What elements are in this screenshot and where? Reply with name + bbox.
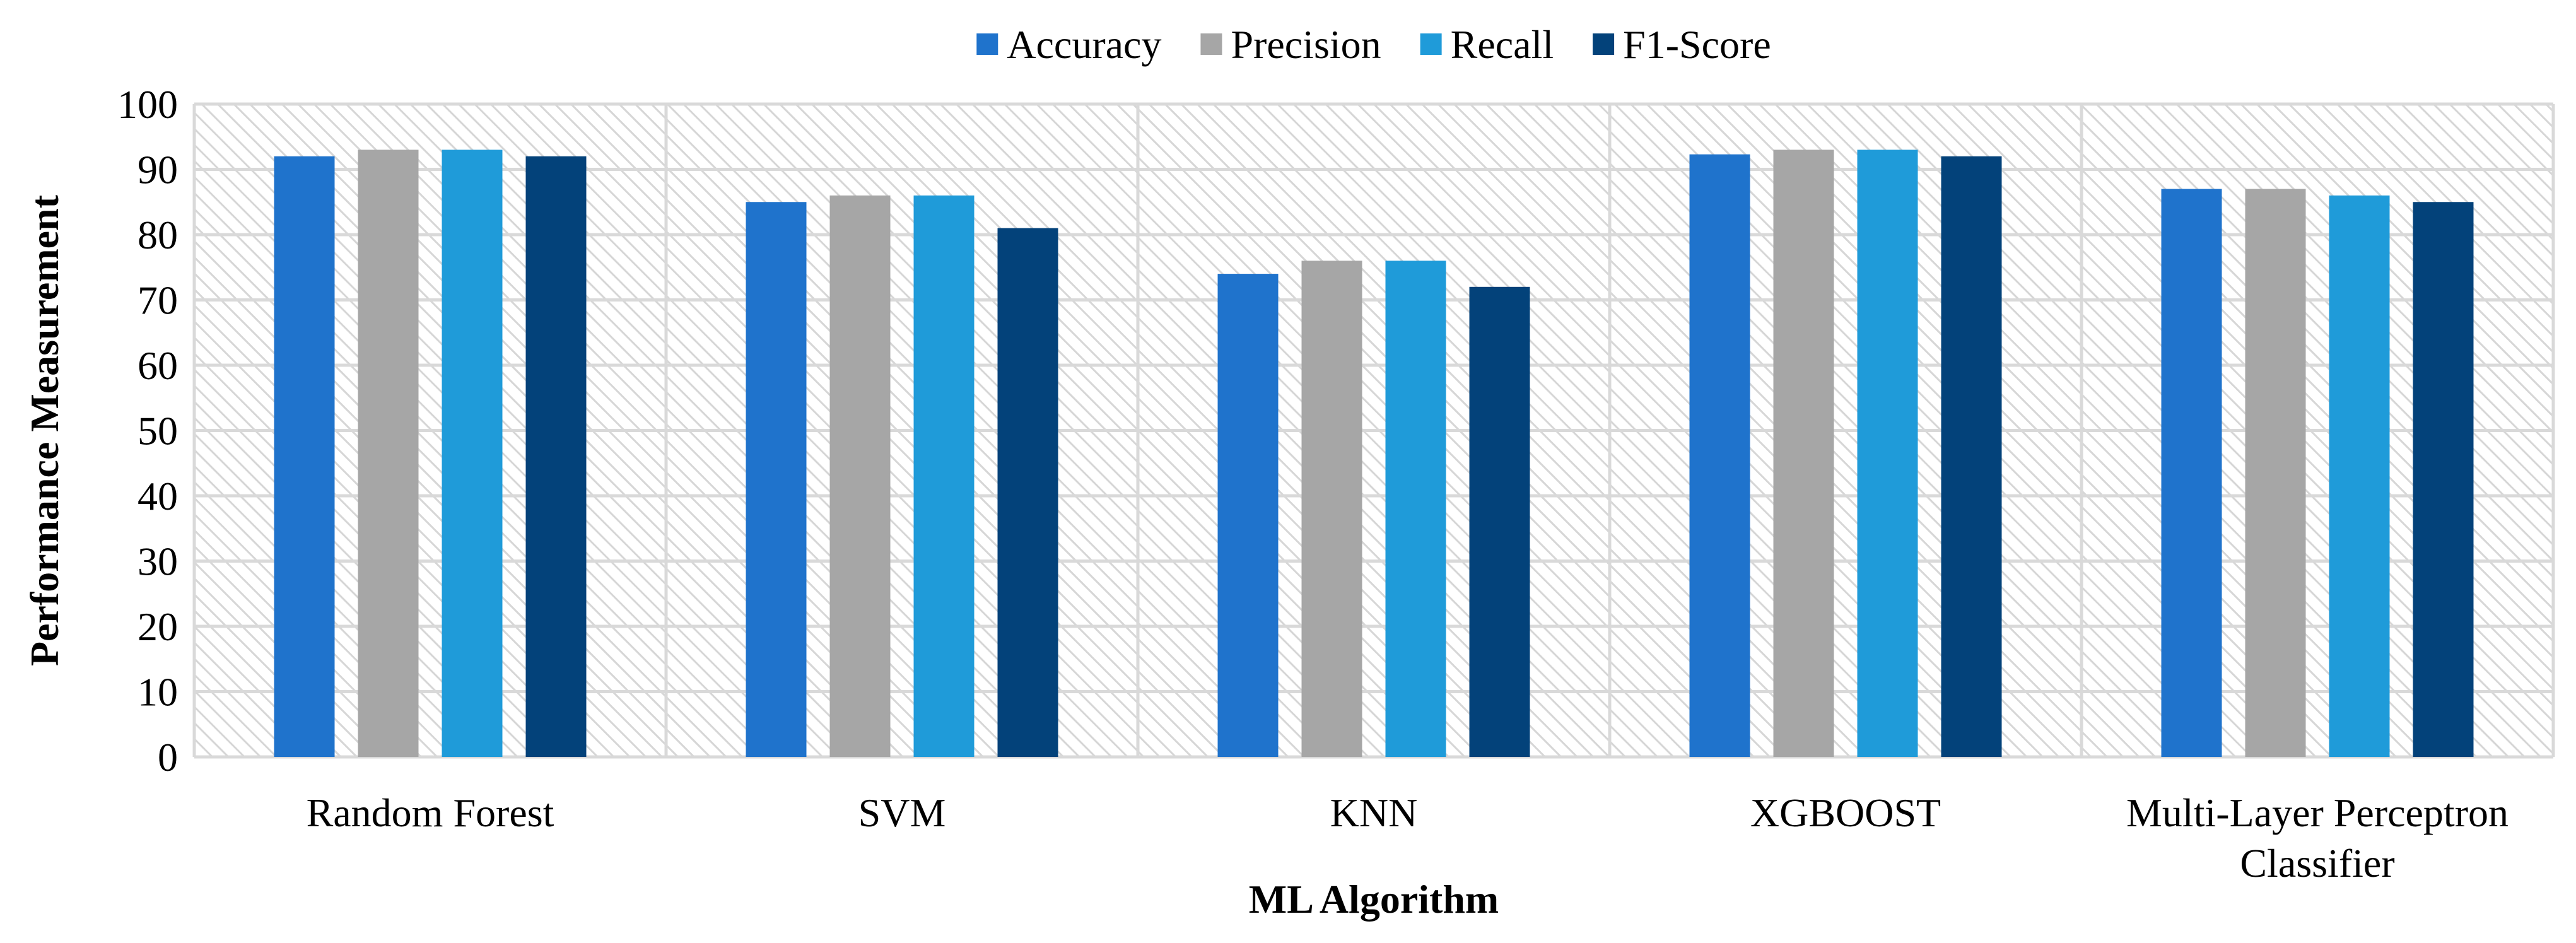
x-tick-label-line: SVM: [858, 790, 946, 835]
legend-label: F1-Score: [1623, 22, 1771, 67]
legend-item-accuracy: Accuracy: [976, 22, 1161, 67]
legend-item-precision: Precision: [1200, 22, 1381, 67]
bar-recall-xgboost: [1857, 149, 1918, 757]
bar-accuracy-knn: [1217, 274, 1279, 758]
bar-accuracy-random-forest: [274, 156, 335, 758]
y-tick-label: 70: [138, 278, 178, 323]
bar-accuracy-xgboost: [1689, 154, 1750, 757]
x-axis-title: ML Algorithm: [1249, 877, 1499, 922]
x-tick-label: XGBOOST: [1750, 790, 1941, 835]
y-tick-label: 100: [117, 82, 178, 127]
bar-precision-random-forest: [358, 149, 419, 757]
x-tick-label-line: Multi-Layer Perceptron: [2126, 790, 2509, 835]
bar-recall-multi-layer-perceptron-classifier: [2329, 195, 2390, 757]
y-tick-label: 10: [138, 670, 178, 715]
bar-accuracy-svm: [746, 202, 807, 757]
x-tick-label-line: Random Forest: [307, 790, 554, 835]
y-tick-label: 30: [138, 539, 178, 584]
gridlines: [192, 102, 2555, 759]
bar-precision-knn: [1301, 261, 1362, 757]
y-tick-label: 80: [138, 213, 178, 257]
bar-f1-score-knn: [1469, 286, 1530, 757]
bar-recall-random-forest: [442, 149, 503, 757]
legend-item-recall: Recall: [1420, 22, 1554, 67]
y-tick-label: 90: [138, 148, 178, 192]
legend-swatch: [1200, 33, 1222, 55]
legend-swatch: [976, 33, 998, 55]
bars: [274, 149, 2474, 758]
y-tick-label: 40: [138, 474, 178, 518]
x-tick-label: SVM: [858, 790, 946, 835]
x-tick-label-line: Classifier: [2240, 841, 2394, 886]
bar-f1-score-xgboost: [1941, 156, 2002, 758]
bar-accuracy-multi-layer-perceptron-classifier: [2161, 189, 2222, 757]
x-tick-label-line: KNN: [1330, 790, 1418, 835]
legend-swatch: [1420, 33, 1442, 55]
bar-f1-score-svm: [997, 228, 1058, 757]
bar-recall-knn: [1385, 261, 1446, 757]
bar-precision-multi-layer-perceptron-classifier: [2245, 189, 2306, 757]
x-tick-label: KNN: [1330, 790, 1418, 835]
legend-label: Recall: [1451, 22, 1554, 67]
bar-recall-svm: [913, 195, 975, 757]
y-tick-label: 20: [138, 604, 178, 649]
legend-swatch: [1593, 33, 1615, 55]
bar-precision-xgboost: [1773, 149, 1834, 757]
bar-f1-score-random-forest: [525, 156, 587, 758]
x-tick-label: Multi-Layer Perceptron Classifier: [2126, 790, 2509, 886]
bar-f1-score-multi-layer-perceptron-classifier: [2413, 202, 2474, 757]
y-tick-label: 60: [138, 343, 178, 388]
x-tick-label-line: XGBOOST: [1750, 790, 1941, 835]
legend-item-f1-score: F1-Score: [1593, 22, 1771, 67]
bar-precision-svm: [829, 195, 891, 757]
legend-label: Precision: [1231, 22, 1381, 67]
y-tick-label: 0: [158, 735, 178, 780]
y-tick-label: 50: [138, 409, 178, 454]
y-axis-title: Performance Measurement: [22, 194, 67, 666]
legend: Accuracy Precision Recall F1-Score: [976, 22, 1771, 67]
legend-label: Accuracy: [1007, 22, 1161, 67]
y-axis-ticks: 0 10 20 30 40 50 60 70 80 90 100: [117, 82, 178, 780]
x-axis-ticks: Random Forest SVM KNN XGBOOST Multi-Layer Pe…: [307, 790, 2509, 886]
x-tick-label: Random Forest: [307, 790, 554, 835]
